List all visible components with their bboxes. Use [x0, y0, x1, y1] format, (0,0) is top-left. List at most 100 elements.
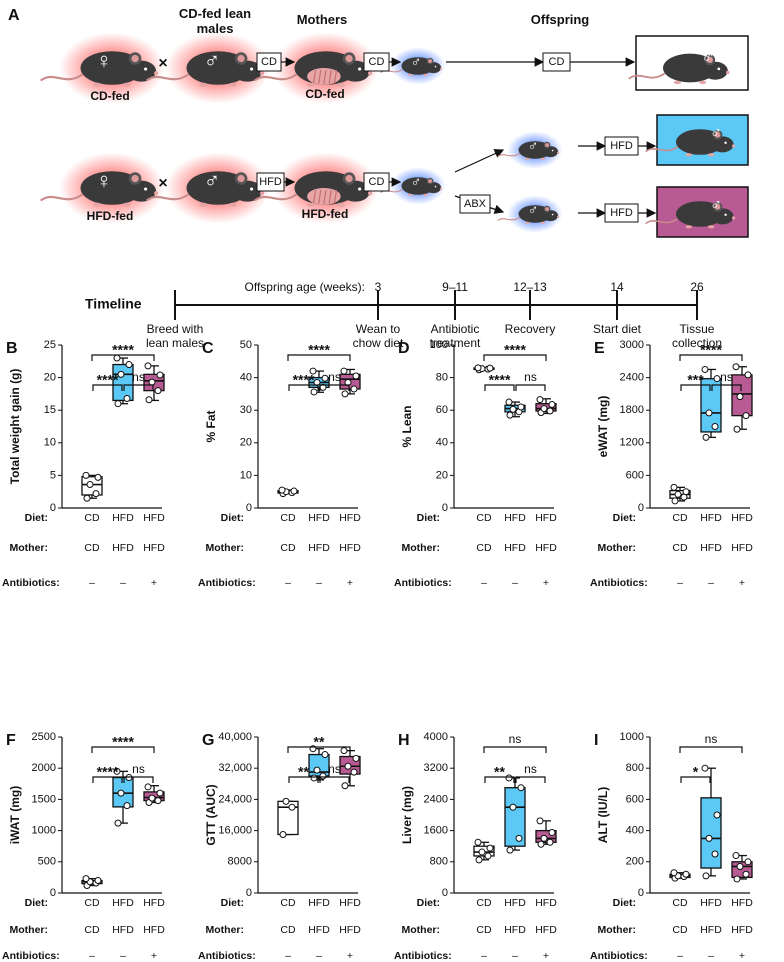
data-point [702, 433, 710, 441]
belly-stripe [312, 70, 317, 84]
data-point [705, 409, 713, 417]
mouse-body [80, 171, 144, 205]
data-point [278, 486, 286, 494]
mouse-foot [307, 82, 316, 87]
condition-value: – [316, 577, 322, 589]
arrow [454, 149, 505, 173]
condition-label: Diet: [221, 897, 244, 909]
significance-bracket [680, 776, 711, 783]
condition-value: HFD [504, 924, 526, 936]
y-axis-label: ALT (IU/L) [596, 787, 610, 843]
mouse-nose [154, 71, 159, 76]
data-point [282, 797, 290, 805]
mouse-nose [557, 151, 560, 154]
mouse-foot [673, 80, 682, 85]
condition-value: HFD [731, 897, 753, 909]
data-point [537, 840, 545, 848]
condition-value: HFD [700, 924, 722, 936]
panel-letter: F [6, 732, 16, 749]
timeline-age: 12–13 [513, 280, 547, 294]
panel-letter: I [594, 732, 598, 749]
mouse-body [401, 177, 435, 195]
mouse-nose [726, 70, 730, 75]
significance-bracket [515, 776, 546, 783]
header: CD-fed lean males [178, 6, 252, 36]
mouse-head [542, 210, 559, 222]
y-axis-label: Total weight gain (g) [8, 369, 22, 485]
data-point [125, 361, 133, 369]
data-point [505, 774, 513, 782]
timeline-event: Tissue collection [671, 322, 723, 350]
mouse-eye [144, 67, 148, 71]
mouse-foot [122, 202, 131, 207]
y-tick-label: 40,000 [218, 731, 252, 743]
condition-value: HFD [308, 924, 330, 936]
y-tick-label: 600 [626, 469, 644, 481]
y-tick-label: 25 [44, 339, 56, 351]
y-tick-label: 3200 [424, 762, 448, 774]
significance-bracket [483, 746, 547, 753]
y-axis-label: Liver (mg) [400, 786, 414, 844]
data-point [154, 797, 162, 805]
mouse-ear-inner [545, 207, 550, 211]
significance-bracket [484, 776, 515, 783]
data-point [733, 425, 741, 433]
data-point [341, 390, 349, 398]
condition-value: HFD [339, 512, 361, 524]
condition-label: Mother: [206, 924, 245, 936]
data-point [123, 394, 131, 402]
condition-value: HFD [700, 542, 722, 554]
mouse-ear-inner [345, 54, 353, 63]
data-point [117, 789, 125, 797]
mouse-foot [423, 73, 428, 76]
header: Mothers [296, 12, 348, 27]
data-point [711, 850, 719, 858]
y-axis-label: GTT (AUC) [204, 784, 218, 845]
significance-bracket [483, 354, 547, 361]
condition-label: Diet: [221, 512, 244, 524]
panel-letter: A [8, 7, 20, 24]
mouse-body [401, 57, 435, 75]
data-point [705, 834, 713, 842]
data-point [742, 412, 750, 420]
mouse-head [232, 60, 263, 82]
y-tick-label: 16,000 [218, 825, 252, 837]
box [700, 797, 722, 869]
mouse-eye [551, 213, 554, 216]
y-tick-label: 1200 [620, 437, 644, 449]
y-tick-label: 0 [50, 887, 56, 899]
significance-bracket [679, 354, 743, 361]
condition-value: – [708, 950, 714, 962]
mouse-ear-inner [345, 174, 353, 183]
mouse-body [80, 51, 144, 85]
y-tick-label: 2000 [32, 762, 56, 774]
timeline-event: Breed with lean males [145, 322, 205, 350]
condition-value: + [347, 950, 353, 962]
mouse-tail [39, 193, 84, 202]
belly-stripe [323, 70, 327, 84]
condition-value: – [677, 950, 683, 962]
panel-letter: C [202, 340, 214, 357]
mouse-foot [525, 221, 530, 224]
significance-label: **** [293, 372, 315, 388]
mouse-eye [717, 67, 721, 71]
significance-bracket [319, 384, 350, 391]
data-point [536, 396, 544, 404]
data-point [94, 473, 102, 481]
panel-letter: H [398, 732, 410, 749]
condition-value: HFD [504, 512, 526, 524]
diet-box-label: HFD [610, 207, 633, 219]
significance-bracket [92, 776, 123, 783]
significance-label: ** [298, 764, 309, 780]
timeline-age-label: Offspring age (weeks): [245, 280, 366, 294]
condition-value: HFD [535, 897, 557, 909]
timeline-event: Wean to chow diet [352, 322, 404, 350]
mouse-eye [358, 67, 362, 71]
condition-value: CD [280, 542, 296, 554]
data-point [82, 875, 90, 883]
mouse-tail [145, 73, 190, 82]
panel-letter: B [6, 340, 18, 357]
diet-box-label: HFD [259, 176, 282, 188]
condition-value: CD [84, 512, 100, 524]
significance-label: ns [132, 370, 145, 384]
